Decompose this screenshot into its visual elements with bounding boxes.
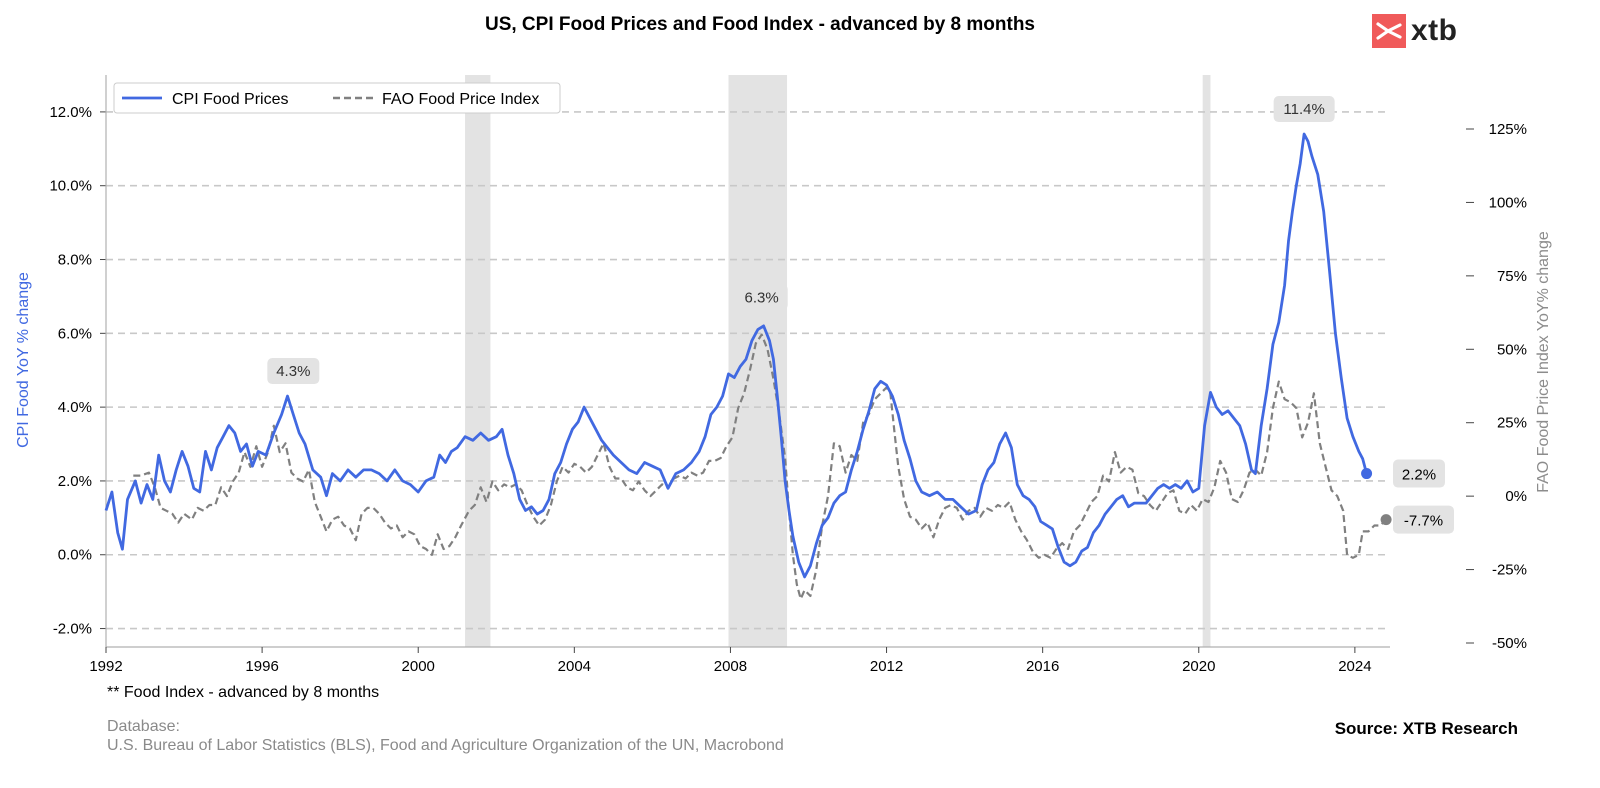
last-value-box-fao xyxy=(1393,505,1454,534)
right-axis-title: FAO Food Price Index YoY% change xyxy=(1535,231,1552,493)
source-credit: Source: XTB Research xyxy=(1334,719,1518,738)
annotations: 4.3% 6.3% 11.4% 2.2% -7.7% xyxy=(267,96,1454,534)
series-line-fao xyxy=(133,333,1387,600)
shaded-period-0 xyxy=(465,75,491,647)
x-tick-label-0: 1992 xyxy=(89,658,122,675)
right-tick-label-7: 125% xyxy=(1489,121,1527,138)
annotation-label-2: 11.4% xyxy=(1283,101,1324,118)
left-tick-label-1: 0.0% xyxy=(58,547,92,564)
last-value-label-fao: -7.7% xyxy=(1404,513,1443,530)
series-line-cpi xyxy=(104,132,1368,579)
x-tick-label-5: 2012 xyxy=(870,658,903,675)
shaded-period-1 xyxy=(728,75,788,647)
right-tick-label-4: 50% xyxy=(1497,341,1527,358)
x-tick-label-4: 2008 xyxy=(714,658,747,675)
annotation-label-0: 4.3% xyxy=(276,363,310,380)
right-tick-label-5: 75% xyxy=(1497,268,1527,285)
xtb-logo-icon xyxy=(1372,14,1406,48)
chart-title: US, CPI Food Prices and Food Index - adv… xyxy=(485,14,1035,35)
annotation-box-2 xyxy=(1273,96,1335,123)
left-tick-label-4: 6.0% xyxy=(58,325,92,342)
annotation-box-1 xyxy=(735,284,788,311)
axes: -2.0% 0.0% 2.0% 4.0% 6.0% 8.0% 10.0% 12.0% -50% -… xyxy=(49,75,1527,675)
right-tick-label-2: 0% xyxy=(1505,488,1527,505)
right-tick-label-1: -25% xyxy=(1492,562,1527,579)
x-tick-label-1: 1996 xyxy=(245,658,278,675)
left-tick-label-2: 2.0% xyxy=(58,473,92,490)
series-lines xyxy=(104,132,1392,600)
legend: CPI Food Prices FAO Food Price Index xyxy=(113,82,561,114)
right-tick-label-6: 100% xyxy=(1489,194,1527,211)
footnote: ** Food Index - advanced by 8 months xyxy=(107,684,380,701)
xtb-logo-text: xtb xyxy=(1411,14,1458,47)
gridlines xyxy=(106,111,1390,630)
last-value-box-cpi xyxy=(1393,459,1445,488)
annotation-label-1: 6.3% xyxy=(745,289,779,306)
right-tick-label-0: -50% xyxy=(1492,635,1527,652)
legend-label-fao: FAO Food Price Index xyxy=(382,91,539,108)
database-label: Database: xyxy=(107,718,180,735)
annotation-box-0 xyxy=(267,358,320,385)
series-endpoint-cpi xyxy=(1361,468,1373,480)
xtb-logo: xtb xyxy=(1372,14,1458,48)
database-value: U.S. Bureau of Labor Statistics (BLS), F… xyxy=(107,737,784,754)
x-tick-label-7: 2020 xyxy=(1182,658,1215,675)
x-tick-label-2: 2000 xyxy=(402,658,435,675)
xtb-logo-mark-icon xyxy=(1376,22,1402,40)
left-tick-label-7: 12.0% xyxy=(49,104,92,121)
x-tick-label-6: 2016 xyxy=(1026,658,1059,675)
x-tick-label-8: 2024 xyxy=(1338,658,1371,675)
x-tick-label-3: 2004 xyxy=(558,658,591,675)
recession-shading xyxy=(465,75,1211,647)
left-tick-label-6: 10.0% xyxy=(49,178,92,195)
right-tick-label-3: 25% xyxy=(1497,415,1527,432)
series-endpoint-fao xyxy=(1380,514,1392,526)
left-axis-title: CPI Food YoY % change xyxy=(15,272,32,448)
last-value-label-cpi: 2.2% xyxy=(1402,467,1436,484)
left-tick-label-5: 8.0% xyxy=(58,252,92,269)
left-tick-label-3: 4.0% xyxy=(58,399,92,416)
shaded-period-2 xyxy=(1202,75,1211,647)
legend-label-cpi: CPI Food Prices xyxy=(172,91,288,108)
left-tick-label-0: -2.0% xyxy=(53,621,92,638)
